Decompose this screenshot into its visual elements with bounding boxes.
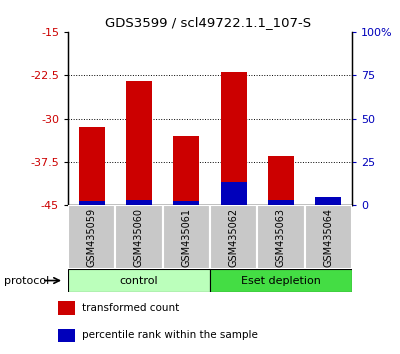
Bar <box>221 72 247 205</box>
Bar <box>68 205 115 269</box>
Text: GSM435062: GSM435062 <box>229 207 239 267</box>
Bar <box>305 205 352 269</box>
Bar <box>126 200 152 205</box>
Bar <box>315 197 341 205</box>
Bar <box>210 269 352 292</box>
Text: GSM435064: GSM435064 <box>323 208 333 267</box>
Bar <box>210 205 257 269</box>
Text: GDS3599 / scl49722.1.1_107-S: GDS3599 / scl49722.1.1_107-S <box>105 16 311 29</box>
Bar <box>173 201 199 205</box>
Bar <box>58 329 75 342</box>
Text: control: control <box>120 275 158 286</box>
Text: transformed count: transformed count <box>82 303 179 313</box>
Text: Eset depletion: Eset depletion <box>241 275 321 286</box>
Bar <box>126 81 152 205</box>
Text: protocol: protocol <box>4 275 49 286</box>
Text: GSM435059: GSM435059 <box>87 207 97 267</box>
Bar <box>173 136 199 205</box>
Bar <box>221 182 247 205</box>
Bar <box>79 201 105 205</box>
Bar <box>268 200 294 205</box>
Bar <box>115 205 163 269</box>
Bar <box>268 156 294 205</box>
Bar <box>58 301 75 315</box>
Text: percentile rank within the sample: percentile rank within the sample <box>82 330 258 340</box>
Bar <box>68 269 210 292</box>
Bar <box>315 201 341 205</box>
Text: GSM435063: GSM435063 <box>276 208 286 267</box>
Text: GSM435060: GSM435060 <box>134 208 144 267</box>
Bar <box>257 205 305 269</box>
Bar <box>79 127 105 205</box>
Bar <box>163 205 210 269</box>
Text: GSM435061: GSM435061 <box>181 208 191 267</box>
